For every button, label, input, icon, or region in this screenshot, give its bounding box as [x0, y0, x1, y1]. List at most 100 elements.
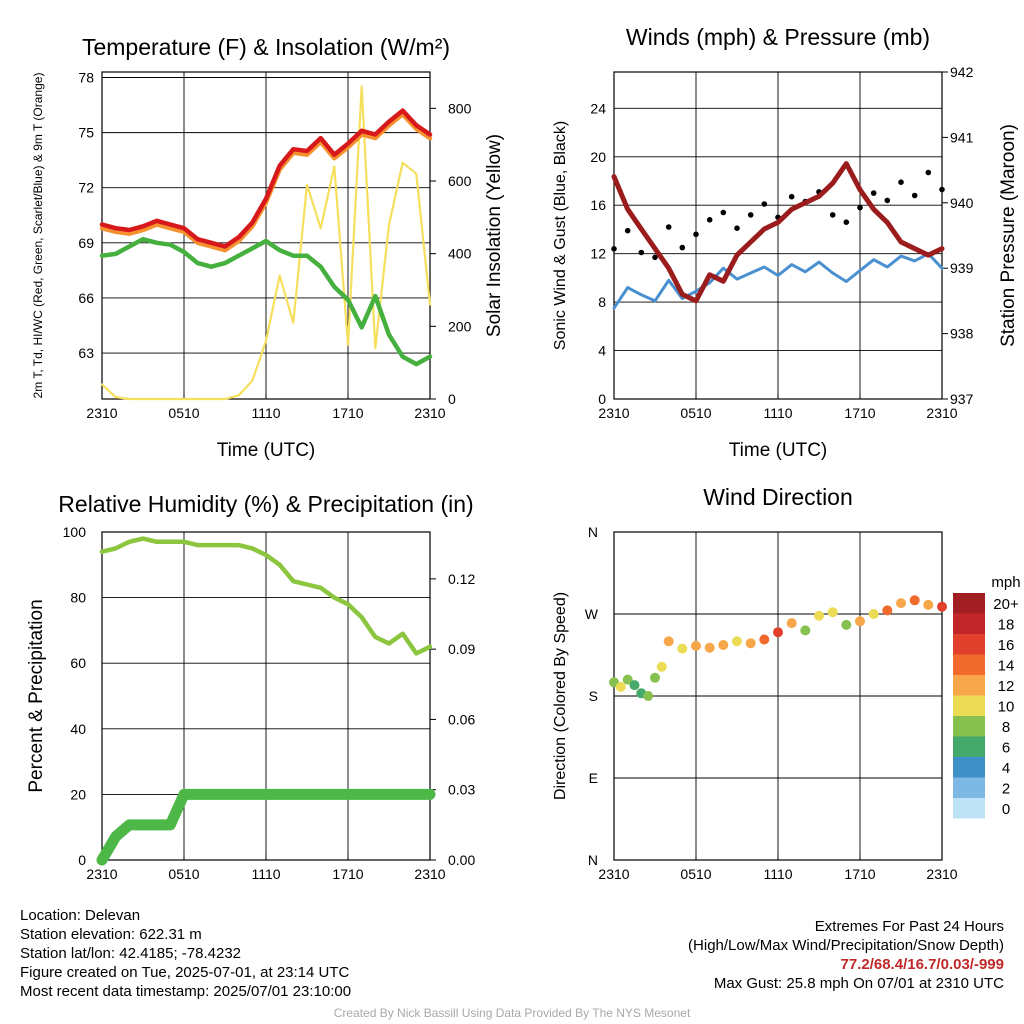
extremes-values: 77.2/68.4/16.7/0.03/-999 — [840, 956, 1004, 973]
legend-label: 0 — [1002, 801, 1010, 818]
y-tick-label: S — [589, 688, 598, 704]
y-tick-label: 24 — [590, 100, 606, 116]
legend-swatch — [953, 675, 985, 696]
direction-point — [814, 610, 824, 621]
direction-point — [923, 599, 934, 610]
x-tick-label: 2310 — [86, 866, 117, 882]
gust-point — [857, 204, 863, 211]
direction-point — [663, 636, 674, 647]
gust-point — [665, 224, 672, 230]
y-tick-label: 60 — [70, 655, 86, 671]
y-right-tick-label: 0 — [448, 391, 456, 407]
legend-label: 18 — [998, 617, 1015, 634]
station-location: Location: Delevan — [20, 907, 141, 924]
station-latlon: Station lat/lon: 42.4185; -78.4232 — [20, 945, 242, 962]
y-axis-label: Sonic Wind & Gust (Blue, Black) — [552, 121, 569, 350]
gust-point — [884, 197, 891, 204]
y-axis-label: 2m T, Td, HI/WC (Red, Green, Scarlet/Blu… — [31, 73, 45, 399]
direction-point — [800, 625, 811, 636]
legend-label: 12 — [998, 678, 1015, 695]
x-tick-label: 1110 — [251, 405, 280, 421]
y-right-tick-label: 938 — [950, 326, 974, 342]
x-tick-label: 0510 — [680, 866, 711, 882]
x-tick-label: 2310 — [414, 866, 445, 882]
direction-point — [882, 605, 893, 616]
gust-point — [829, 212, 836, 218]
direction-point — [855, 616, 865, 627]
y-right-tick-label: 0.03 — [448, 782, 475, 798]
y-tick-label: 78 — [78, 70, 94, 86]
y-tick-label: 66 — [78, 290, 94, 306]
gust-point — [693, 231, 699, 238]
legend-swatch — [953, 613, 985, 634]
x-tick-label: 2310 — [598, 866, 629, 882]
chart-title: Winds (mph) & Pressure (mb) — [626, 24, 930, 50]
station-elevation: Station elevation: 622.31 m — [20, 926, 202, 943]
direction-point — [704, 642, 715, 653]
y-tick-label: N — [588, 852, 598, 868]
direction-point — [656, 661, 667, 672]
gust-point — [911, 192, 918, 199]
y-right-tick-label: 0.09 — [448, 641, 475, 657]
x-tick-label: 2310 — [926, 866, 957, 882]
legend-label: 20+ — [993, 596, 1019, 613]
legend-swatch — [953, 777, 985, 798]
gust-point — [611, 246, 617, 252]
legend-swatch — [953, 695, 985, 716]
y-tick-label: 8 — [598, 294, 606, 310]
x-tick-label: 2310 — [598, 405, 629, 421]
gust-point — [734, 225, 740, 231]
direction-point — [937, 601, 947, 612]
y-tick-label: 20 — [590, 149, 606, 165]
y-right-tick-label: 942 — [950, 64, 974, 80]
y-tick-label: 63 — [78, 345, 94, 361]
direction-point — [691, 640, 701, 651]
extremes-info: Extremes For Past 24 Hours (High/Low/Max… — [688, 917, 1004, 993]
legend-swatch — [953, 757, 985, 778]
gust-point — [624, 227, 631, 234]
credit-line: Created By Nick Bassill Using Data Provi… — [333, 1006, 691, 1020]
legend-label: 8 — [1002, 719, 1010, 736]
y-tick-label: 72 — [78, 180, 94, 196]
x-tick-label: 2310 — [926, 405, 957, 421]
y-tick-label: 80 — [70, 590, 86, 606]
direction-point — [677, 643, 688, 654]
x-axis-label: Time (UTC) — [217, 440, 316, 461]
gust-point — [652, 254, 658, 261]
gust-point — [706, 217, 713, 223]
x-tick-label: 0510 — [680, 405, 711, 421]
y-right-tick-label: 400 — [448, 246, 472, 262]
legend-label: 6 — [1002, 740, 1010, 757]
max-gust: Max Gust: 25.8 mph On 07/01 at 2310 UTC — [713, 975, 1004, 992]
direction-point — [896, 598, 906, 609]
legend-swatch — [953, 736, 985, 757]
y-tick-label: 40 — [70, 721, 86, 737]
legend-label: 4 — [1002, 760, 1010, 777]
legend-label: 16 — [998, 637, 1015, 654]
series-precip — [96, 788, 436, 866]
direction-point — [745, 638, 756, 649]
legend-swatch — [953, 798, 985, 819]
recent-timestamp: Most recent data timestamp: 2025/07/01 2… — [20, 983, 352, 1000]
y-right-tick-label: 940 — [950, 195, 974, 211]
legend-label: 14 — [998, 658, 1015, 675]
series-pressure — [611, 161, 945, 304]
x-tick-label: 1110 — [251, 866, 280, 882]
direction-point — [773, 627, 783, 638]
extremes-title: Extremes For Past 24 Hours — [814, 918, 1004, 935]
chart-title: Temperature (F) & Insolation (W/m²) — [82, 34, 450, 60]
x-axis-label: Time (UTC) — [729, 440, 828, 461]
legend-label: 10 — [998, 699, 1015, 716]
y-axis-label: Percent & Precipitation — [26, 599, 47, 792]
legend-swatch — [953, 654, 985, 675]
direction-point — [629, 680, 640, 691]
gust-point — [939, 186, 945, 193]
direction-point — [615, 681, 626, 692]
y-right-tick-label: 939 — [950, 260, 974, 276]
y-right-tick-label: 800 — [448, 100, 472, 116]
gust-point — [747, 212, 754, 218]
extremes-legend: (High/Low/Max Wind/Precipitation/Snow De… — [688, 937, 1004, 954]
direction-point — [786, 618, 797, 629]
y-tick-label: 0 — [598, 391, 606, 407]
